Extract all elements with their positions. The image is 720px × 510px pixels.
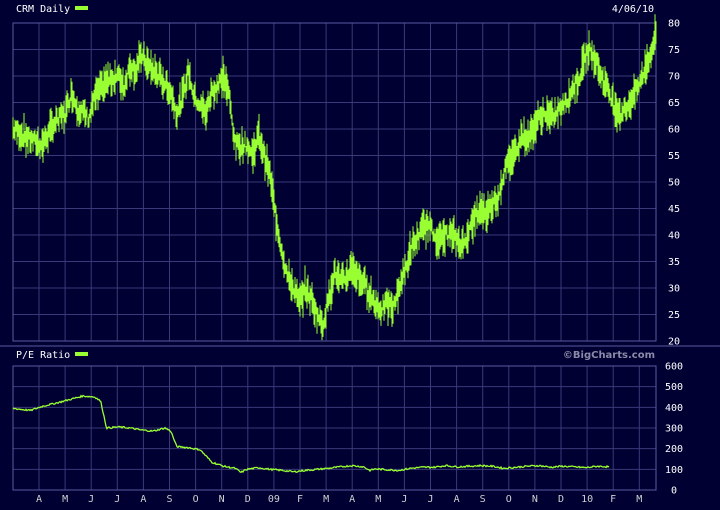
x-tick-label: O [506, 494, 512, 505]
x-tick-label: A [454, 494, 460, 505]
price-tick-label: 25 [668, 310, 680, 321]
x-tick-label: 10 [581, 494, 593, 505]
pe-tick-label: 300 [665, 424, 683, 435]
pe-tick-label: 500 [665, 382, 683, 393]
x-tick-label: J [88, 494, 94, 505]
price-legend-swatch [75, 6, 88, 10]
pe-axis-tick-labels: 0 100 200 300 400 500 600 [665, 362, 683, 497]
x-tick-label: 09 [268, 494, 280, 505]
price-tick-label: 45 [668, 204, 680, 215]
pe-tick-label: 400 [665, 403, 683, 414]
price-tick-label: 20 [668, 337, 680, 348]
price-series [12, 14, 657, 341]
price-tick-label: 55 [668, 151, 680, 162]
x-tick-label: N [532, 494, 538, 505]
price-panel-frame [12, 22, 657, 342]
x-tick-label: M [62, 494, 68, 505]
price-date-label: 4/06/10 [612, 4, 654, 15]
price-axis-tick-labels: 20 25 30 35 40 45 50 55 60 65 70 75 80 [668, 19, 680, 348]
pe-series-line [12, 394, 610, 474]
x-tick-label: A [349, 494, 355, 505]
x-tick-label: J [427, 494, 433, 505]
x-axis-tick-labels: A M J J A S O N D 09 F M A M J J A S O N D 10 F M [36, 494, 642, 505]
pe-tick-label: 100 [665, 465, 683, 476]
pe-tick-label: 200 [665, 444, 683, 455]
pe-tick-label: 0 [671, 486, 677, 497]
price-tick-label: 30 [668, 284, 680, 295]
bigcharts-watermark: ©BigCharts.com [563, 350, 655, 361]
price-tick-label: 35 [668, 257, 680, 268]
x-tick-label: A [36, 494, 42, 505]
price-tick-label: 40 [668, 231, 680, 242]
x-tick-label: D [245, 494, 251, 505]
price-tick-label: 70 [668, 72, 680, 83]
price-tick-label: 60 [668, 125, 680, 136]
price-tick-label: 75 [668, 45, 680, 56]
x-tick-label: F [610, 494, 616, 505]
x-tick-label: A [140, 494, 146, 505]
x-tick-label: J [114, 494, 120, 505]
x-tick-label: M [636, 494, 642, 505]
pe-legend-swatch [75, 352, 88, 356]
x-tick-label: M [323, 494, 329, 505]
x-tick-label: S [480, 494, 486, 505]
pe-panel-frame [12, 365, 657, 491]
x-tick-label: N [219, 494, 225, 505]
price-tick-label: 65 [668, 98, 680, 109]
price-panel-title: CRM Daily [16, 4, 70, 15]
x-tick-label: O [193, 494, 199, 505]
price-tick-label: 80 [668, 19, 680, 30]
x-tick-label: J [401, 494, 407, 505]
x-tick-label: F [297, 494, 303, 505]
pe-panel-title: P/E Ratio [16, 350, 70, 361]
x-tick-label: M [375, 494, 381, 505]
price-tick-label: 50 [668, 178, 680, 189]
price-series-bars [12, 14, 657, 341]
x-tick-label: D [558, 494, 564, 505]
x-tick-label: S [166, 494, 172, 505]
pe-tick-label: 600 [665, 362, 683, 373]
